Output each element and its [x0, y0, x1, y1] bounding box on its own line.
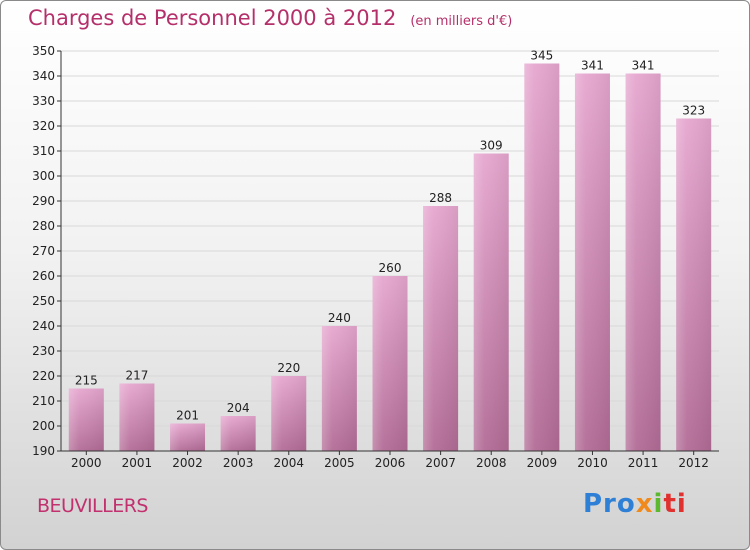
commune-name: BEUVILLERS — [37, 495, 149, 517]
chart-title: Charges de Personnel 2000 à 2012 — [28, 6, 397, 30]
data-label: 204 — [227, 401, 250, 415]
data-label: 240 — [328, 311, 351, 325]
y-axis-ticks: 190 200 210 220 230 240 250 260 270 280 290 300 310 3… — [32, 44, 61, 458]
y-tick-label: 210 — [32, 394, 55, 408]
y-tick-label: 200 — [32, 419, 55, 433]
bar-shine — [574, 73, 610, 451]
data-label: 215 — [75, 374, 98, 388]
bars: 215 217 201 204 220 240 260 288 309 345 341 341 323 — [68, 49, 712, 451]
y-tick-label: 270 — [32, 244, 55, 258]
bar-shine — [676, 118, 712, 451]
y-tick-label: 330 — [32, 94, 55, 108]
y-tick-label: 240 — [32, 319, 55, 333]
x-tick-label: 2005 — [324, 456, 355, 470]
y-tick-label: 260 — [32, 269, 55, 283]
data-label: 341 — [632, 59, 655, 73]
data-label: 217 — [125, 369, 148, 383]
y-tick-label: 340 — [32, 69, 55, 83]
bar-shine — [372, 276, 408, 451]
bar-shine — [524, 63, 560, 451]
x-tick-label: 2002 — [172, 456, 203, 470]
data-label: 323 — [682, 104, 705, 118]
bar-shine — [473, 153, 509, 451]
chart-subtitle: (en milliers d'€) — [410, 14, 513, 29]
bar-shine — [321, 326, 357, 451]
bar-shine — [68, 388, 104, 451]
x-tick-label: 2012 — [678, 456, 709, 470]
x-axis-ticks: 2000 2001 2002 2003 2004 2005 2006 2007 2008 2009… — [71, 451, 709, 470]
y-tick-label: 190 — [32, 444, 55, 458]
y-tick-label: 290 — [32, 194, 55, 208]
y-tick-label: 250 — [32, 294, 55, 308]
bar-shine — [271, 376, 307, 451]
data-label: 341 — [581, 59, 604, 73]
x-tick-label: 2010 — [577, 456, 608, 470]
data-label: 201 — [176, 409, 199, 423]
y-tick-label: 300 — [32, 169, 55, 183]
title-row: Charges de Personnel 2000 à 2012 (en mill… — [28, 6, 512, 30]
data-label: 309 — [480, 139, 503, 153]
x-tick-label: 2007 — [425, 456, 456, 470]
x-tick-label: 2009 — [527, 456, 558, 470]
data-label: 220 — [277, 361, 300, 375]
data-label: 345 — [530, 49, 553, 63]
y-tick-label: 350 — [32, 44, 55, 58]
y-tick-label: 230 — [32, 344, 55, 358]
data-label: 260 — [379, 261, 402, 275]
bar-shine — [170, 423, 206, 451]
bar-shine — [625, 73, 661, 451]
x-tick-label: 2000 — [71, 456, 102, 470]
data-label: 288 — [429, 191, 452, 205]
y-tick-label: 320 — [32, 119, 55, 133]
bar-shine — [220, 416, 256, 451]
x-tick-label: 2006 — [375, 456, 406, 470]
x-tick-label: 2001 — [122, 456, 153, 470]
y-tick-label: 310 — [32, 144, 55, 158]
proxiti-logo: Proxiti — [583, 489, 687, 519]
bar-shine — [423, 206, 459, 451]
x-tick-label: 2004 — [273, 456, 304, 470]
x-tick-label: 2008 — [476, 456, 507, 470]
y-tick-label: 280 — [32, 219, 55, 233]
bar-shine — [119, 383, 155, 451]
x-tick-label: 2011 — [628, 456, 659, 470]
y-tick-label: 220 — [32, 369, 55, 383]
x-tick-label: 2003 — [223, 456, 254, 470]
